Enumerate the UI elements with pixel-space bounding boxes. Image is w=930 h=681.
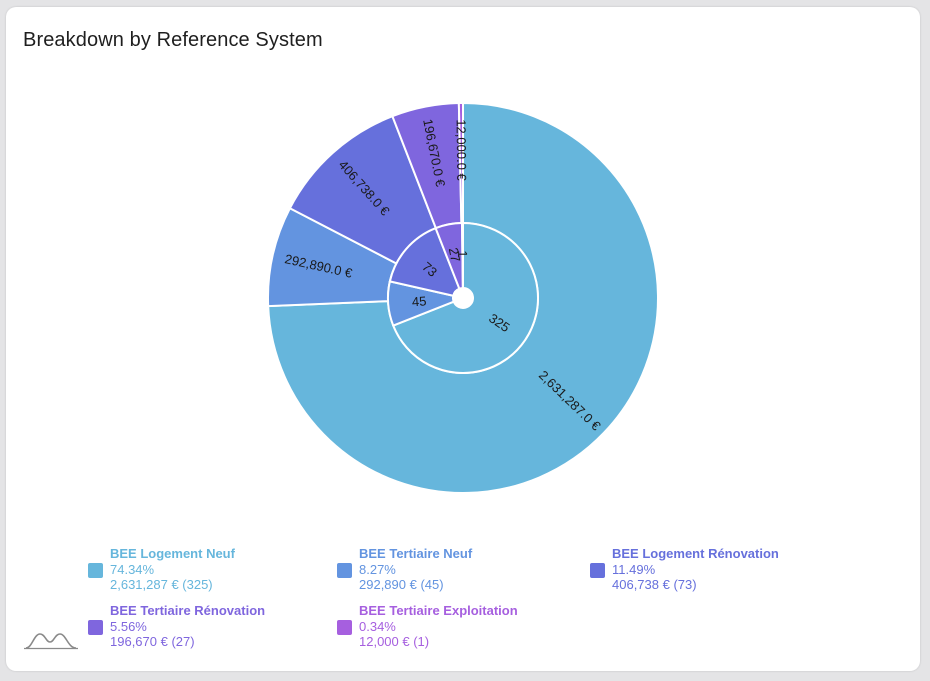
legend-series-value: 2,631,287 € (325)	[110, 577, 213, 592]
legend-series-value: 12,000 € (1)	[359, 634, 430, 649]
legend-series-name: BEE Logement Rénovation	[612, 546, 779, 561]
legend-series-value: 292,890 € (45)	[359, 577, 444, 592]
legend-series-percent: 11.49%	[612, 561, 656, 577]
legend-swatch	[337, 563, 352, 578]
inner-ring	[387, 221, 539, 374]
legend-series-percent: 0.34%	[359, 618, 396, 634]
chart-title: Breakdown by Reference System	[23, 29, 323, 51]
legend-series-percent: 74.34%	[110, 561, 155, 577]
legend-item-tertiaire-exploitation[interactable]: BEE Tertiaire Exploitation 0.34% 12,000 …	[337, 603, 518, 650]
legend-item-logement-renovation[interactable]: BEE Logement Rénovation 11.49% 406,738 €…	[590, 546, 779, 593]
inner-label-tertiaire-neuf: 45	[411, 293, 427, 309]
legend-series-name: BEE Tertiaire Exploitation	[359, 603, 518, 618]
legend-series-value: 406,738 € (73)	[612, 577, 697, 592]
inner-slice-tertiaire-exploitation[interactable]	[460, 221, 464, 290]
legend-item-tertiaire-neuf[interactable]: BEE Tertiaire Neuf 8.27% 292,890 € (45)	[337, 546, 473, 593]
legend-swatch	[88, 620, 103, 635]
legend-item-logement-neuf[interactable]: BEE Logement Neuf 74.34% 2,631,287 € (32…	[88, 546, 235, 593]
legend-series-name: BEE Logement Neuf	[110, 546, 235, 561]
legend-series-value: 196,670 € (27)	[110, 634, 195, 649]
chart-thumbnail-icon[interactable]	[22, 626, 80, 652]
inner-label-tertiaire-renovation: 27	[446, 246, 464, 263]
legend-series-name: BEE Tertiaire Neuf	[359, 546, 473, 561]
inner-label-tertiaire-exploitation: 1	[455, 250, 470, 257]
legend-series-percent: 5.56%	[110, 618, 147, 634]
legend-swatch	[590, 563, 605, 578]
outer-label-tertiaire-exploitation: 12,000.0 €	[454, 119, 470, 181]
legend-item-tertiaire-renovation[interactable]: BEE Tertiaire Rénovation 5.56% 196,670 €…	[88, 603, 266, 650]
legend-series-percent: 8.27%	[359, 561, 396, 577]
legend-swatch	[88, 563, 103, 578]
legend-series-name: BEE Tertiaire Rénovation	[110, 603, 266, 618]
inner-slice-logement-neuf[interactable]	[391, 221, 539, 374]
legend-swatch	[337, 620, 352, 635]
